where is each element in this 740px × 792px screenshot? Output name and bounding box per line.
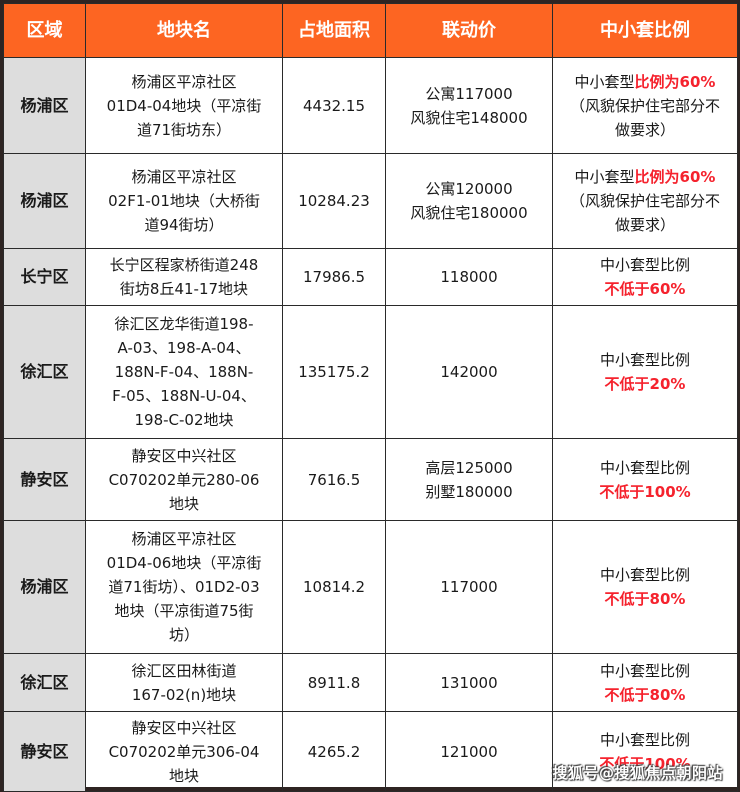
parcel-cell: 长宁区程家桥街道248 街坊8丘41-17地块	[85, 248, 283, 306]
ratio-highlight: 不低于80%	[604, 590, 686, 608]
ratio-cell: 中小套型比例为60% （风貌保护住宅部分不 做要求）	[552, 153, 738, 249]
price-cell: 公寓117000 风貌住宅148000	[385, 57, 553, 154]
region-cell: 徐汇区	[3, 305, 86, 439]
price-cell: 118000	[385, 248, 553, 306]
header-row: 区域 地块名 占地面积 联动价 中小套比例	[3, 3, 738, 58]
price-cell: 121000	[385, 711, 553, 792]
area-cell: 4432.15	[282, 57, 386, 154]
price-cell: 高层125000 别墅180000	[385, 438, 553, 521]
area-cell: 4265.2	[282, 711, 386, 792]
ratio-highlight: 比例为60%	[634, 72, 716, 91]
table-row: 徐汇区 徐汇区田林街道 167-02(n)地块 8911.8 131000 中小…	[3, 653, 738, 712]
region-cell: 静安区	[3, 438, 86, 521]
table-row: 杨浦区 杨浦区平凉社区 02F1-01地块（大桥街 道94街坊） 10284.2…	[3, 153, 738, 249]
region-cell: 静安区	[3, 711, 86, 792]
table-frame: 区域 地块名 占地面积 联动价 中小套比例 杨浦区 杨浦区平凉社区 01D4-0…	[3, 3, 738, 792]
header-ratio: 中小套比例	[552, 3, 738, 58]
ratio-highlight: 不低于60%	[604, 280, 686, 298]
price-cell: 131000	[385, 653, 553, 712]
area-cell: 10814.2	[282, 520, 386, 654]
ratio-highlight: 不低于100%	[599, 754, 691, 773]
price-cell: 公寓120000 风貌住宅180000	[385, 153, 553, 249]
parcel-cell: 徐汇区龙华街道198- A-03、198-A-04、 188N-F-04、188…	[85, 305, 283, 439]
table-row: 静安区 静安区中兴社区 C070202单元280-06 地块 7616.5 高层…	[3, 438, 738, 521]
ratio-cell: 中小套型比例 不低于20%	[552, 305, 738, 439]
parcel-cell: 杨浦区平凉社区 01D4-04地块（平凉街 道71街坊东）	[85, 57, 283, 154]
ratio-cell: 中小套型比例 不低于100%	[552, 711, 738, 792]
region-cell: 长宁区	[3, 248, 86, 306]
ratio-highlight: 不低于80%	[604, 685, 686, 704]
header-area: 占地面积	[282, 3, 386, 58]
header-price: 联动价	[385, 3, 553, 58]
watermark: 搜狐号@搜狐焦点朝阳站	[552, 764, 723, 782]
header-region: 区域	[3, 3, 86, 58]
land-parcel-table: 区域 地块名 占地面积 联动价 中小套比例 杨浦区 杨浦区平凉社区 01D4-0…	[3, 3, 738, 792]
ratio-highlight: 不低于20%	[604, 375, 686, 393]
parcel-cell: 静安区中兴社区 C070202单元306-04 地块	[85, 711, 283, 792]
ratio-cell: 中小套型比例 不低于100%	[552, 438, 738, 521]
parcel-cell: 徐汇区田林街道 167-02(n)地块	[85, 653, 283, 712]
area-cell: 7616.5	[282, 438, 386, 521]
parcel-cell: 静安区中兴社区 C070202单元280-06 地块	[85, 438, 283, 521]
parcel-cell: 杨浦区平凉社区 01D4-06地块（平凉街 道71街坊）、01D2-03 地块（…	[85, 520, 283, 654]
ratio-highlight: 不低于100%	[599, 482, 691, 501]
ratio-cell: 中小套型比例 不低于80%	[552, 653, 738, 712]
table-row: 长宁区 长宁区程家桥街道248 街坊8丘41-17地块 17986.5 1180…	[3, 248, 738, 306]
table-row: 杨浦区 杨浦区平凉社区 01D4-04地块（平凉街 道71街坊东） 4432.1…	[3, 57, 738, 154]
price-cell: 142000	[385, 305, 553, 439]
region-cell: 杨浦区	[3, 153, 86, 249]
ratio-highlight: 比例为60%	[634, 168, 716, 186]
area-cell: 135175.2	[282, 305, 386, 439]
region-cell: 徐汇区	[3, 653, 86, 712]
ratio-cell: 中小套型比例为60% （风貌保护住宅部分不 做要求）	[552, 57, 738, 154]
ratio-cell: 中小套型比例 不低于60%	[552, 248, 738, 306]
table-row: 杨浦区 杨浦区平凉社区 01D4-06地块（平凉街 道71街坊）、01D2-03…	[3, 520, 738, 654]
region-cell: 杨浦区	[3, 520, 86, 654]
ratio-cell: 中小套型比例 不低于80%	[552, 520, 738, 654]
price-cell: 117000	[385, 520, 553, 654]
parcel-cell: 杨浦区平凉社区 02F1-01地块（大桥街 道94街坊）	[85, 153, 283, 249]
region-cell: 杨浦区	[3, 57, 86, 154]
table-row: 徐汇区 徐汇区龙华街道198- A-03、198-A-04、 188N-F-04…	[3, 305, 738, 439]
table-row: 静安区 静安区中兴社区 C070202单元306-04 地块 4265.2 12…	[3, 711, 738, 792]
header-parcel: 地块名	[85, 3, 283, 58]
area-cell: 8911.8	[282, 653, 386, 712]
area-cell: 10284.23	[282, 153, 386, 249]
area-cell: 17986.5	[282, 248, 386, 306]
